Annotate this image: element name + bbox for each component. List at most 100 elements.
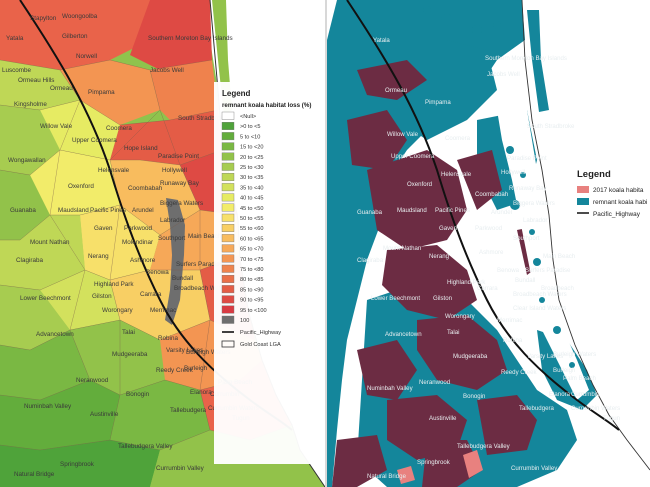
legend-item-label: Pacific_Highway <box>593 211 641 218</box>
place-label: Upper Coomera <box>72 137 117 144</box>
place-label: Springbrook <box>60 461 95 468</box>
place-label: Palm Beach <box>563 375 596 382</box>
legend-class-label: >0 to <5 <box>240 124 261 130</box>
place-label: Arundel <box>132 207 154 214</box>
legend-swatch <box>221 213 235 222</box>
place-label: Coombabah <box>475 191 508 198</box>
place-label: Mudgeeraba <box>112 351 148 358</box>
legend-class-label: 75 to <80 <box>240 267 263 273</box>
legend-item-label: remnant koala habi <box>593 199 647 206</box>
legend-class-label: 35 to <40 <box>240 185 263 191</box>
legend-class-label: 60 to <65 <box>240 236 263 242</box>
place-label: Reedy Creek <box>501 369 538 376</box>
legend-swatch <box>221 183 235 192</box>
remnant-habitat-map-svg: Yatala Ormeau Southern Moreton Bay Islands… <box>327 0 650 487</box>
place-label: Southern Moreton Bay Islands <box>148 35 233 42</box>
place-label: Southport <box>513 235 540 242</box>
place-label: Oxenford <box>407 181 432 188</box>
legend-swatch <box>221 295 235 304</box>
place-label: Yatala <box>6 35 24 42</box>
place-label: Broadbeach Waters <box>513 291 567 298</box>
place-label: Currumbin Valley <box>511 465 558 472</box>
legend-swatch <box>221 132 235 141</box>
legend-swatch <box>221 152 235 161</box>
place-label: Springbrook <box>417 459 451 466</box>
legend-class-label: 95 to <100 <box>240 308 267 314</box>
place-label: Luscombe <box>2 67 32 74</box>
left-legend-lga-label: Gold Coast LGA <box>240 342 281 348</box>
legend-swatch <box>221 275 235 283</box>
place-label: Paradise Point <box>507 155 547 162</box>
place-label: Currumbin Valley <box>156 465 205 472</box>
place-label: Ormeau <box>385 87 407 94</box>
place-label: Maudsland <box>397 207 427 214</box>
legend-class-label: 50 to <55 <box>240 216 263 222</box>
place-label: Benowa <box>497 267 520 274</box>
place-label: Burleigh <box>184 365 208 372</box>
place-label: Tallebudgera <box>170 407 207 414</box>
right-legend-items: 2017 koala habita remnant koala habi Pacif… <box>577 186 647 218</box>
place-label: Runaway Bay <box>160 180 200 187</box>
place-label: Maudsland <box>58 207 89 214</box>
place-label: Elanora <box>549 391 571 398</box>
legend-class-label: 70 to <75 <box>240 257 263 263</box>
map-divider <box>325 0 327 487</box>
place-label: Austinville <box>429 415 457 422</box>
place-label: Southern Moreton Bay Islands <box>485 55 567 62</box>
place-label: Hollywell <box>162 167 187 174</box>
legend-swatch <box>221 142 235 151</box>
place-label: Runaway Bay <box>509 185 548 192</box>
place-label: Highland Park <box>447 279 486 286</box>
place-label: Biggera Waters <box>513 200 555 207</box>
legend-class-label: 45 to <50 <box>240 206 263 212</box>
place-label: Talai <box>122 329 135 336</box>
legend-class-label: 20 to <25 <box>240 155 263 161</box>
place-label: Pimpama <box>425 99 451 106</box>
place-label: Reedy Creek <box>156 367 194 374</box>
legend-swatch <box>221 203 235 212</box>
legend-swatch <box>221 315 235 324</box>
place-label: Varsity Lakes <box>527 353 563 360</box>
place-label: Coomera <box>106 125 132 132</box>
legend-swatch <box>221 121 235 130</box>
place-label: Surfers Paradise <box>176 261 223 268</box>
left-legend-classes: <Null> >0 to <5 5 to <10 15 to <20 20 to <25… <box>221 111 267 324</box>
pacific-highway-line-right <box>346 0 620 431</box>
place-label: Norwell <box>76 53 97 60</box>
place-label: Pacific Pines <box>90 207 126 214</box>
legend-swatch <box>221 264 235 273</box>
left-legend: Legend remnant koala habitat loss (%) <N… <box>214 82 322 464</box>
place-label: Gilberton <box>62 33 88 40</box>
right-legend-title: Legend <box>577 169 611 180</box>
remnant-habitat-map: Yatala Ormeau Southern Moreton Bay Islands… <box>327 0 650 487</box>
legend-class-label: 40 to <45 <box>240 196 263 202</box>
place-label: Advancetown <box>385 331 422 338</box>
place-label: Arundel <box>491 209 512 216</box>
place-label: Southport <box>158 235 186 242</box>
legend-swatch <box>577 186 589 193</box>
place-label: Burleigh Waters <box>186 349 231 356</box>
place-label: Benowa <box>146 269 169 276</box>
place-label: Ashmore <box>130 257 156 264</box>
legend-class-label: <Null> <box>240 114 256 120</box>
left-legend-subtitle: remnant koala habitat loss (%) <box>222 102 311 109</box>
place-label: South Stradbroke <box>178 115 228 122</box>
place-label: Carrara <box>477 285 498 292</box>
place-label: Varsity Lakes <box>166 347 203 354</box>
place-label: Main Beach <box>543 253 575 260</box>
legend-swatch <box>221 193 235 202</box>
legend-swatch <box>221 162 235 171</box>
place-label: Bundall <box>515 277 535 284</box>
place-label: Tugun <box>603 415 620 422</box>
legend-swatch <box>221 254 235 263</box>
place-label: Burleigh Waters <box>553 351 596 358</box>
place-label: Yatala <box>373 37 390 44</box>
place-label: Merrimac <box>497 317 522 324</box>
place-label: Worongary <box>445 313 476 320</box>
place-label: Advancetown <box>36 331 74 338</box>
place-label: Broadbeach Waters <box>174 285 229 292</box>
place-label: Numinbah Valley <box>24 403 72 410</box>
place-label: Clear Island Waters <box>513 305 566 312</box>
place-label: Paradise Point <box>158 153 199 160</box>
place-label: Clagiraba <box>16 257 43 264</box>
